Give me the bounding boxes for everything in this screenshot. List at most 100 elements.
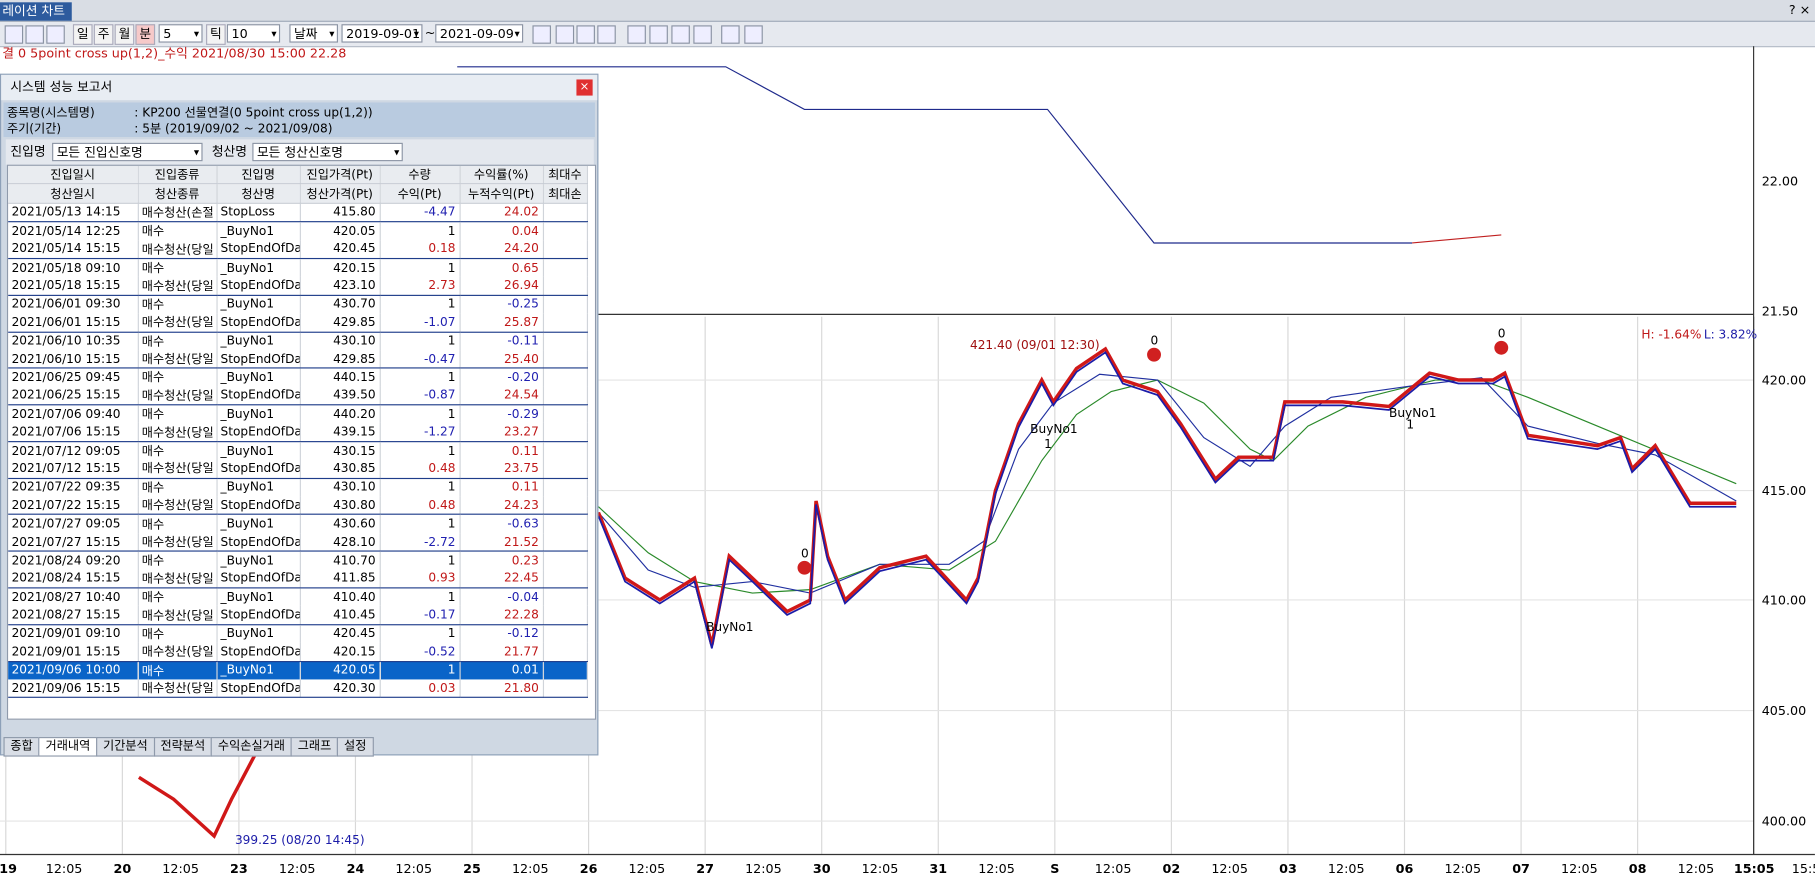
tick-button[interactable]: 틱: [206, 24, 226, 45]
table-cell: 매수청산(당일: [137, 386, 218, 406]
tool-icon[interactable]: [532, 25, 551, 44]
entry-filter[interactable]: 모든 진입신호명: [52, 142, 203, 162]
signal-text: BuyNo1: [1030, 422, 1077, 436]
header-cell: 수익(Pt): [379, 184, 461, 204]
high-percent: H: -1.64%: [1641, 328, 1701, 342]
table-cell: [542, 496, 588, 516]
dialog-title: 시스템 성능 보고서: [10, 79, 113, 95]
time-label: 12:05: [1095, 861, 1132, 876]
interval-select[interactable]: 5: [158, 24, 203, 44]
filter-label: 청산명: [211, 143, 247, 159]
tool-icon[interactable]: [671, 25, 690, 44]
table-cell: 2021/05/18 09:10: [8, 258, 139, 277]
time-label: 06: [1396, 861, 1414, 876]
close-button[interactable]: ×: [576, 79, 593, 96]
signal-text: BuyNo1: [706, 620, 753, 634]
tool-icon[interactable]: [744, 25, 763, 44]
header-cell: 진입일시: [8, 165, 139, 185]
tool-icon[interactable]: [649, 25, 668, 44]
table-cell: 0.01: [459, 661, 544, 680]
table-cell: 430.85: [299, 459, 381, 479]
table-cell: [542, 386, 588, 406]
tick-select[interactable]: 10: [226, 24, 281, 44]
table-cell: 0.48: [379, 496, 461, 516]
table: 진입일시 진입종류 진입명 진입가격(Pt) 수량 수익률(%) 최대수 청산일시 청산종류 청산…: [8, 165, 588, 699]
table-cell: 2.73: [379, 276, 461, 296]
tool-icon[interactable]: [627, 25, 646, 44]
to-date[interactable]: 2021-09-09: [435, 24, 524, 44]
report-tab[interactable]: 그래프: [290, 737, 339, 757]
table-cell: 2021/08/27 15:15: [8, 606, 139, 626]
table-cell: [542, 258, 588, 277]
table-cell: 0.03: [379, 679, 461, 699]
report-tab[interactable]: 수익손실거래: [210, 737, 292, 757]
table-cell: 1: [379, 624, 461, 643]
report-tab[interactable]: 종합: [3, 737, 40, 757]
table-cell: 420.15: [299, 642, 381, 662]
table-cell: 2021/05/13 14:15: [8, 203, 139, 223]
tool-icon[interactable]: [46, 25, 65, 44]
trade-row: 2021/06/10 10:35 매수 _BuyNo1 430.10 1 -0.11: [8, 331, 588, 350]
table-cell: 2021/09/06 15:15: [8, 679, 139, 699]
price-candles-down: [597, 351, 1737, 649]
trade-row: 2021/05/13 14:15 매수청산(손절 StopLoss 415.80 -4.…: [8, 203, 588, 223]
signal-text: 1: [1406, 417, 1414, 431]
price-candles: [596, 346, 1737, 646]
period-button[interactable]: 분: [135, 24, 156, 45]
header-cell: 청산일시: [8, 184, 139, 204]
from-date[interactable]: 2019-09-01: [341, 24, 423, 44]
table-cell: 1: [379, 221, 461, 241]
table-cell: -4.47: [379, 203, 461, 223]
table-cell: [542, 459, 588, 479]
price-label: 410.00: [1762, 593, 1807, 608]
time-label: 12:05: [279, 861, 316, 876]
report-tab[interactable]: 설정: [337, 737, 374, 757]
header-cell: 진입가격(Pt): [299, 165, 381, 185]
trade-row: 2021/07/12 09:05 매수 _BuyNo1 430.15 1 0.11: [8, 441, 588, 460]
table-cell: 22.45: [459, 569, 544, 589]
tool-icon[interactable]: [693, 25, 712, 44]
table-cell: [542, 349, 588, 369]
mode-select[interactable]: 날짜: [289, 24, 338, 44]
trade-row: 2021/07/06 15:15매수청산(당일StopEndOfDay439.1…: [8, 423, 588, 443]
table-cell: 매수청산(당일: [137, 606, 218, 626]
tool-icon[interactable]: [721, 25, 740, 44]
zoom-icon[interactable]: [25, 25, 44, 44]
period-button[interactable]: 일: [72, 24, 93, 45]
window-tab[interactable]: 레이션 차트 ×: [0, 2, 72, 37]
table-cell: 25.87: [459, 313, 544, 333]
report-tab[interactable]: 거래내역: [38, 737, 98, 757]
table-cell: 24.54: [459, 386, 544, 406]
table-cell: [542, 606, 588, 626]
table-cell: -0.04: [459, 587, 544, 607]
window-controls[interactable]: ? ×: [1788, 2, 1811, 18]
time-label: 27: [696, 861, 714, 876]
trade-row: 2021/05/14 15:15매수청산(당일StopEndOfDay420.4…: [8, 240, 588, 260]
period-button[interactable]: 주: [93, 24, 114, 45]
trade-row: 2021/07/27 09:05 매수 _BuyNo1 430.60 1 -0.63: [8, 514, 588, 533]
table-cell: 2021/06/25 09:45: [8, 368, 139, 387]
report-tab[interactable]: 기간분석: [96, 737, 155, 757]
table-cell: StopEndOfDay: [216, 642, 301, 662]
tool-icon[interactable]: [555, 25, 575, 44]
exit-marker: [1494, 340, 1509, 355]
tool-icon[interactable]: [597, 25, 616, 44]
table-cell: 매수: [137, 478, 218, 497]
table-cell: [542, 642, 588, 662]
table-cell: [542, 661, 588, 680]
exit-filter[interactable]: 모든 청산신호명: [252, 142, 403, 162]
report-tab[interactable]: 전략분석: [153, 737, 213, 757]
trade-row: 2021/08/24 15:15매수청산(당일StopEndOfDay411.8…: [8, 569, 588, 589]
table-cell: [542, 331, 588, 350]
tool-icon[interactable]: [4, 25, 24, 44]
tool-icon[interactable]: [576, 25, 595, 44]
table-cell: [542, 532, 588, 552]
toolbar: 일 주 월 분 5 틱 10 날짜 2019-09-01 ~ 2021-09-0…: [0, 21, 1815, 48]
trade-row: 2021/08/27 10:40 매수 _BuyNo1 410.40 1 -0.04: [8, 587, 588, 607]
table-cell: 매수청산(당일: [137, 532, 218, 552]
time-label: 25: [463, 861, 481, 876]
period-button[interactable]: 월: [114, 24, 135, 45]
table-cell: 2021/07/27 15:15: [8, 532, 139, 552]
table-body: 2021/05/13 14:15 매수청산(손절 StopLoss 415.80 -4.…: [8, 203, 588, 699]
